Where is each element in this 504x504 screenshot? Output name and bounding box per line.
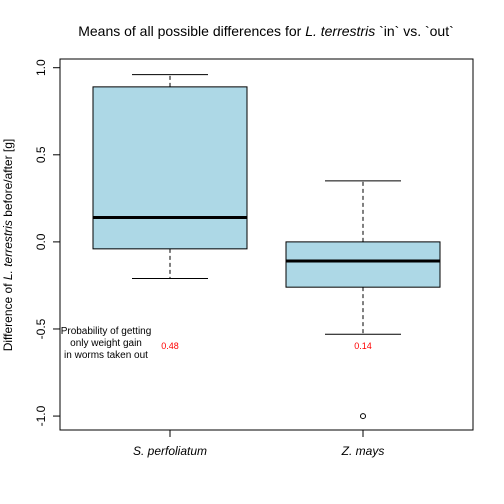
note-line-0: Probability of getting: [61, 326, 152, 337]
note-line-2: in worms taken out: [64, 350, 148, 361]
box-1: 0.14: [285, 180, 441, 420]
y-tick-label-3: 0.5: [34, 146, 48, 163]
text-part-2: `in` vs. `out`: [375, 23, 454, 39]
box-body-1: [285, 241, 441, 288]
text-part-0: Means of all possible differences for: [78, 23, 305, 39]
x-tick-label-0: S. perfoliatum: [133, 444, 207, 458]
text-part-1: L. terrestris: [1, 220, 15, 280]
y-tick-label-0: -1.0: [34, 405, 48, 426]
chart-title: Means of all possible differences for L.…: [78, 23, 454, 39]
y-axis-label: Difference of L. terrestris before/after…: [1, 139, 15, 352]
y-tick-label-1: -0.5: [34, 318, 48, 339]
box-body-0: [92, 86, 248, 250]
text-part-0: Difference of: [1, 280, 15, 351]
note-line-1: only weight gain: [70, 338, 142, 349]
x-tick-label-1: Z. mays: [341, 444, 385, 458]
probability-value-1: 0.14: [354, 341, 372, 351]
y-tick-label-4: 1.0: [34, 59, 48, 76]
y-tick-label-2: 0.0: [34, 233, 48, 250]
x-axis: S. perfoliatum Z. mays: [133, 429, 385, 458]
box-0: 0.48: [92, 74, 248, 351]
boxes: 0.48 0.14: [92, 74, 441, 420]
text-part-1: L. terrestris: [305, 23, 375, 39]
y-axis: -1.0 -0.5 0.0 0.5 1.0: [34, 59, 60, 426]
outlier-1-0: [360, 413, 366, 420]
text-part-2: before/after [g]: [1, 139, 15, 220]
probability-value-0: 0.48: [161, 341, 179, 351]
